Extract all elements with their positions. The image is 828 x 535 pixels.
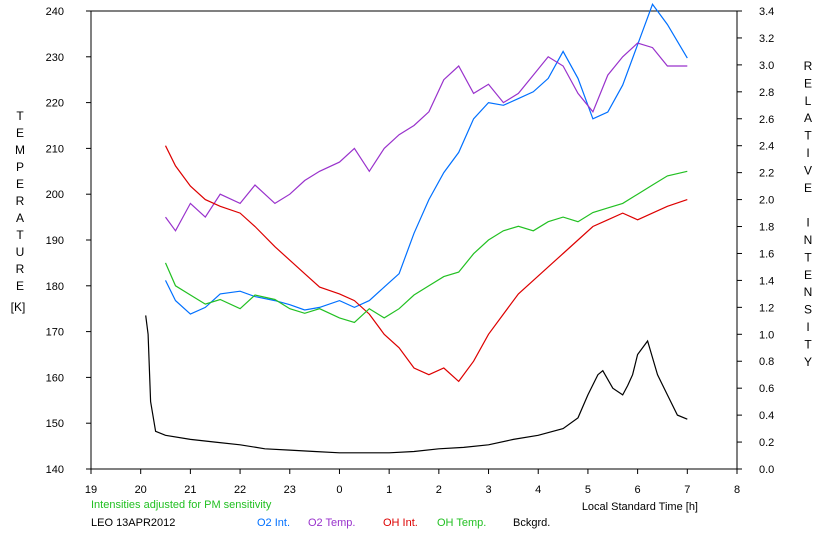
x-tick-label: 0 [336, 484, 342, 496]
right-tick-label: 2.2 [759, 168, 774, 180]
left-tick-label: 150 [46, 418, 64, 430]
right-tick-label: 1.0 [759, 329, 774, 341]
left-tick-label: 210 [46, 143, 64, 155]
left-axis-ticks: 140 150 160 170 180 190 200 210 220 230 240 [46, 6, 91, 476]
x-tick-label: 19 [85, 484, 97, 496]
left-axis-label-letter: E [16, 126, 24, 140]
right-tick-label: 2.6 [759, 114, 774, 126]
x-tick-label: 8 [734, 484, 740, 496]
left-axis-label-letter: A [16, 211, 24, 225]
right-axis-label-letter: T [804, 250, 812, 264]
left-tick-label: 200 [46, 189, 64, 201]
x-tick-label: 3 [485, 484, 491, 496]
series-line-o2-temp [165, 42, 688, 232]
x-tick-label: 22 [234, 484, 246, 496]
series-line-bckgrd [145, 315, 688, 454]
left-tick-label: 190 [46, 235, 64, 247]
series-layer [145, 3, 688, 454]
plot-frame [90, 10, 738, 470]
right-tick-label: 0.2 [759, 437, 774, 449]
right-axis-label-letter: Y [804, 355, 812, 369]
right-tick-label: 3.2 [759, 33, 774, 45]
left-axis-label-letter: U [16, 245, 25, 259]
right-tick-label: 1.8 [759, 222, 774, 234]
series-line-oh-temp [164, 170, 688, 324]
left-axis-label-letter: M [15, 143, 25, 157]
legend-o2-temp: O2 Temp. [308, 517, 356, 529]
x-tick-label: 23 [284, 484, 296, 496]
series-line-o2-int [164, 3, 688, 315]
left-tick-label: 170 [46, 327, 64, 339]
right-tick-label: 3.0 [759, 60, 774, 72]
left-axis-label-letter: T [16, 228, 24, 242]
left-tick-label: 180 [46, 281, 64, 293]
right-tick-label: 1.4 [759, 275, 774, 287]
right-axis-label-letter: N [804, 233, 813, 247]
note-text: Intensities adjusted for PM sensitivity [91, 499, 272, 511]
legend-bckgrd: Bckgrd. [513, 517, 550, 529]
left-axis-unit: [K] [11, 300, 26, 314]
left-axis-label-letter: R [16, 194, 25, 208]
left-tick-label: 220 [46, 98, 64, 110]
right-axis-label-letter: E [804, 268, 812, 282]
right-axis-label-letter: E [804, 76, 812, 90]
x-tick-label: 7 [684, 484, 690, 496]
left-axis-label-letter: P [16, 160, 24, 174]
right-axis-ticks: 0.0 0.2 0.4 0.6 0.8 1.0 1.2 1.4 1.6 1.8 2.0 2.2 2.4 2… [737, 6, 774, 476]
left-tick-label: 160 [46, 372, 64, 384]
right-axis-label-letter: S [804, 303, 812, 317]
right-axis-label-letter: N [804, 285, 813, 299]
right-axis-label-letter: E [804, 181, 812, 195]
legend-oh-temp: OH Temp. [437, 517, 486, 529]
x-axis-label: Local Standard Time [h] [582, 501, 698, 513]
right-tick-label: 2.8 [759, 87, 774, 99]
right-tick-label: 0.4 [759, 410, 774, 422]
left-axis-label-letter: R [16, 262, 25, 276]
right-axis-label-letter: L [805, 94, 812, 108]
legend-oh-int: OH Int. [383, 517, 418, 529]
right-tick-label: 3.4 [759, 6, 774, 18]
right-axis-label-letter: V [804, 163, 812, 177]
left-tick-label: 230 [46, 52, 64, 64]
left-axis-label-letter: T [16, 109, 24, 123]
left-tick-label: 240 [46, 6, 64, 18]
right-tick-label: 0.6 [759, 383, 774, 395]
left-axis-label-letter: E [16, 279, 24, 293]
x-tick-label: 6 [635, 484, 641, 496]
x-tick-label: 21 [184, 484, 196, 496]
x-tick-label: 5 [585, 484, 591, 496]
plot-border [90, 10, 738, 470]
right-tick-label: 0.0 [759, 464, 774, 476]
x-tick-label: 4 [535, 484, 541, 496]
x-tick-label: 2 [436, 484, 442, 496]
right-tick-label: 0.8 [759, 356, 774, 368]
right-tick-label: 1.2 [759, 302, 774, 314]
x-tick-label: 20 [135, 484, 147, 496]
right-axis-label-letter: I [806, 320, 809, 334]
legend-o2-int: O2 Int. [257, 517, 290, 529]
right-axis-label-letter: I [806, 146, 809, 160]
right-axis-label-letter: T [804, 129, 812, 143]
station-label: LEO 13APR2012 [91, 517, 175, 529]
right-axis-label-letter: T [804, 337, 812, 351]
right-axis-label-letter: R [804, 59, 813, 73]
right-axis-label-letter: I [806, 216, 809, 230]
right-axis-label-letter: A [804, 111, 812, 125]
x-tick-label: 1 [386, 484, 392, 496]
right-tick-label: 2.0 [759, 195, 774, 207]
series-line-oh-int [164, 145, 688, 383]
left-tick-label: 140 [46, 464, 64, 476]
right-tick-label: 1.6 [759, 248, 774, 260]
x-axis-ticks: 19 20 21 22 23 0 1 2 3 4 5 6 7 8 [85, 469, 740, 496]
left-axis-label-letter: E [16, 177, 24, 191]
right-tick-label: 2.4 [759, 141, 774, 153]
